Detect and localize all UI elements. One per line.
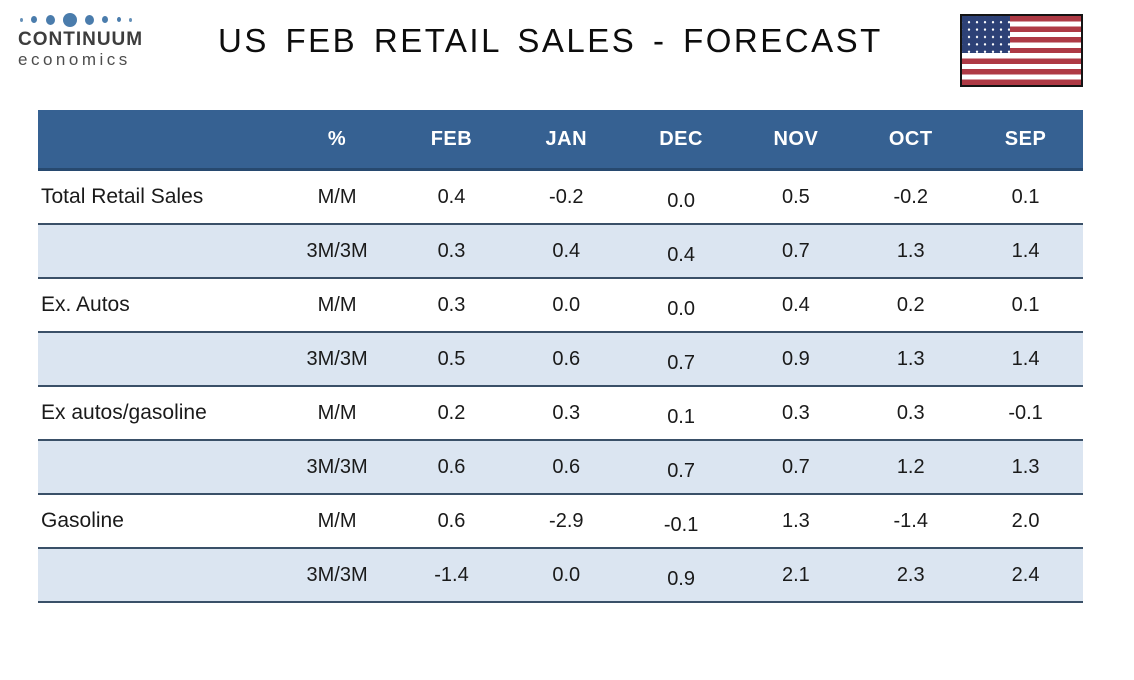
cell-oct: 0.2 [853, 278, 969, 333]
row-label [38, 224, 281, 279]
cell-feb: 0.3 [394, 278, 509, 333]
cell-feb: 0.3 [394, 224, 509, 279]
cell-dec: 0.9 [623, 548, 739, 603]
table-row: 3M/3M 0.3 0.4 0.4 0.7 1.3 1.4 [38, 224, 1083, 279]
logo-dot [128, 17, 132, 22]
cell-oct: 1.3 [853, 224, 969, 279]
row-measure: 3M/3M [280, 440, 395, 495]
logo-dot [85, 14, 95, 25]
cell-dec: 0.0 [623, 169, 739, 225]
row-measure: 3M/3M [280, 224, 395, 279]
table-row: Total Retail Sales M/M 0.4 -0.2 0.0 0.5 … [38, 169, 1083, 225]
cell-jan: 0.3 [508, 386, 624, 441]
row-label: Ex autos/gasoline [38, 386, 281, 441]
continuum-logo: CONTINUUM economics [18, 12, 148, 70]
row-measure: 3M/3M [280, 548, 395, 603]
cell-jan: 0.4 [508, 224, 624, 279]
retail-sales-table: % FEB JAN DEC NOV OCT SEP Total Retail S… [38, 110, 1083, 603]
column-header-oct: OCT [853, 110, 969, 171]
table-row: Ex autos/gasoline M/M 0.2 0.3 0.1 0.3 0.… [38, 386, 1083, 441]
cell-nov: 0.4 [738, 278, 854, 333]
cell-nov: 0.3 [738, 386, 854, 441]
table-row: 3M/3M -1.4 0.0 0.9 2.1 2.3 2.4 [38, 548, 1083, 603]
us-flag-icon [960, 14, 1083, 87]
dots-logo-icon [20, 12, 132, 27]
table-row: Ex. Autos M/M 0.3 0.0 0.0 0.4 0.2 0.1 [38, 278, 1083, 333]
cell-sep: 2.0 [968, 494, 1083, 549]
cell-feb: 0.6 [394, 440, 509, 495]
cell-sep: 2.4 [968, 548, 1083, 603]
logo-dot [102, 16, 109, 23]
cell-sep: 1.4 [968, 332, 1083, 387]
column-header-sep: SEP [968, 110, 1083, 171]
cell-dec: 0.4 [623, 224, 739, 279]
cell-sep: -0.1 [968, 386, 1083, 441]
cell-feb: 0.2 [394, 386, 509, 441]
cell-dec: 0.0 [623, 278, 739, 333]
cell-jan: -0.2 [508, 169, 624, 225]
row-label [38, 332, 281, 387]
table-row: 3M/3M 0.5 0.6 0.7 0.9 1.3 1.4 [38, 332, 1083, 387]
cell-nov: 0.5 [738, 169, 854, 225]
cell-oct: 2.3 [853, 548, 969, 603]
cell-feb: 0.6 [394, 494, 509, 549]
cell-oct: -1.4 [853, 494, 969, 549]
column-header-nov: NOV [738, 110, 854, 171]
cell-jan: 0.0 [508, 548, 624, 603]
logo-dot [116, 17, 121, 22]
row-measure: 3M/3M [280, 332, 395, 387]
logo-dot [62, 12, 77, 27]
cell-dec: 0.1 [623, 386, 739, 441]
logo-dot [20, 17, 23, 22]
row-measure: M/M [280, 169, 395, 225]
row-label: Ex. Autos [38, 278, 281, 333]
cell-dec: 0.7 [623, 332, 739, 387]
cell-jan: 0.6 [508, 440, 624, 495]
cell-jan: -2.9 [508, 494, 624, 549]
cell-oct: -0.2 [853, 169, 969, 225]
table-row: 3M/3M 0.6 0.6 0.7 0.7 1.2 1.3 [38, 440, 1083, 495]
logo-dot [31, 16, 38, 23]
cell-nov: 1.3 [738, 494, 854, 549]
table-header-row: % FEB JAN DEC NOV OCT SEP [38, 110, 1083, 171]
cell-oct: 1.2 [853, 440, 969, 495]
column-header-pct: % [280, 110, 395, 171]
column-header-feb: FEB [394, 110, 509, 171]
column-header-label [38, 110, 281, 171]
logo-name: CONTINUUM [18, 29, 144, 50]
row-label [38, 548, 281, 603]
cell-dec: -0.1 [623, 494, 739, 549]
row-label: Total Retail Sales [38, 169, 281, 225]
cell-oct: 0.3 [853, 386, 969, 441]
column-header-jan: JAN [508, 110, 624, 171]
row-measure: M/M [280, 494, 395, 549]
cell-dec: 0.7 [623, 440, 739, 495]
logo-tagline: economics [18, 49, 131, 69]
cell-oct: 1.3 [853, 332, 969, 387]
cell-nov: 2.1 [738, 548, 854, 603]
cell-sep: 1.4 [968, 224, 1083, 279]
row-label [38, 440, 281, 495]
row-label: Gasoline [38, 494, 281, 549]
cell-nov: 0.9 [738, 332, 854, 387]
cell-feb: -1.4 [394, 548, 509, 603]
page-title: US FEB RETAIL SALES - FORECAST [218, 22, 883, 59]
cell-jan: 0.6 [508, 332, 624, 387]
cell-nov: 0.7 [738, 224, 854, 279]
row-measure: M/M [280, 278, 395, 333]
cell-sep: 0.1 [968, 169, 1083, 225]
cell-nov: 0.7 [738, 440, 854, 495]
cell-sep: 1.3 [968, 440, 1083, 495]
column-header-dec: DEC [623, 110, 739, 171]
row-measure: M/M [280, 386, 395, 441]
cell-feb: 0.4 [394, 169, 509, 225]
table-row: Gasoline M/M 0.6 -2.9 -0.1 1.3 -1.4 2.0 [38, 494, 1083, 549]
us-flag-canton [962, 16, 1010, 54]
logo-dot [45, 14, 55, 25]
cell-jan: 0.0 [508, 278, 624, 333]
cell-feb: 0.5 [394, 332, 509, 387]
cell-sep: 0.1 [968, 278, 1083, 333]
